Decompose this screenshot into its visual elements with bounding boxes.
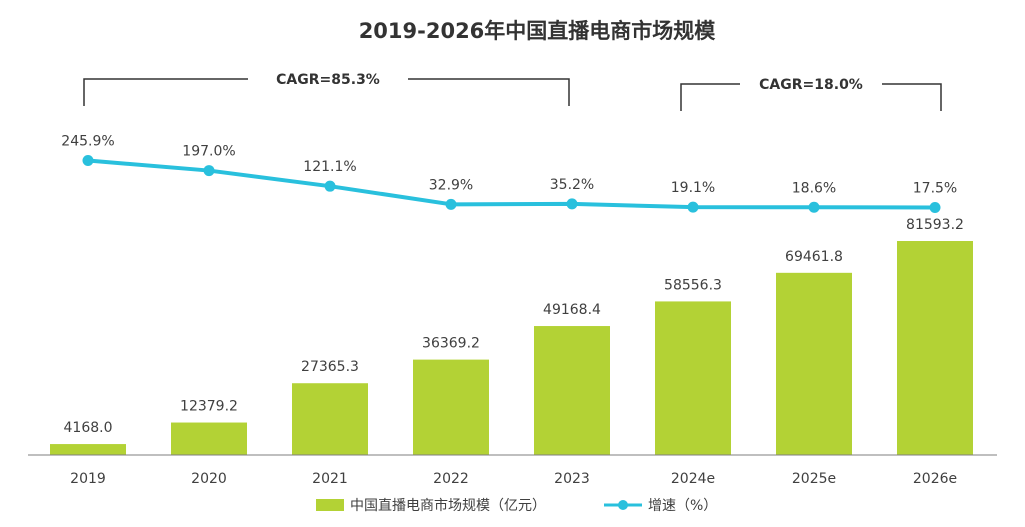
bar-series [50, 241, 973, 455]
legend-line-marker [618, 500, 628, 510]
growth-point-2023 [566, 198, 578, 210]
x-tick-2023: 2023 [554, 471, 590, 487]
growth-label-2022: 32.9% [429, 177, 473, 193]
cagr-label-2: CAGR=18.0% [759, 77, 863, 93]
growth-point-2020 [203, 165, 215, 177]
bar-label-2019: 4168.0 [64, 420, 113, 436]
growth-point-2026e [929, 202, 941, 213]
x-tick-2022: 2022 [433, 471, 469, 487]
bar-2021 [292, 383, 368, 455]
bar-2020 [171, 422, 247, 455]
x-tick-2021: 2021 [312, 471, 348, 487]
growth-label-2025e: 18.6% [792, 180, 836, 196]
bar-2023 [534, 326, 610, 455]
growth-value-labels: 245.9% 197.0% 121.1% 32.9% 35.2% 19.1% 18.6% 17… [61, 134, 957, 197]
growth-line [87, 158, 936, 210]
growth-point-2019 [82, 155, 94, 166]
cagr-annotations: CAGR=85.3% CAGR=18.0% [83, 72, 942, 111]
growth-label-2023: 35.2% [550, 177, 594, 193]
growth-label-2024e: 19.1% [671, 180, 715, 196]
growth-line-series [82, 155, 941, 213]
bar-2026e [897, 241, 973, 455]
legend-bar-label: 中国直播电商市场规模（亿元） [350, 497, 546, 514]
x-tick-2020: 2020 [191, 471, 227, 487]
legend: 中国直播电商市场规模（亿元） 增速（%） [316, 497, 717, 514]
chart-title: 2019-2026年中国直播电商市场规模 [359, 19, 717, 43]
bar-label-2025e: 69461.8 [785, 249, 843, 265]
growth-point-2024e [687, 201, 699, 213]
bar-2019 [50, 444, 126, 455]
x-tick-2025e: 2025e [792, 471, 836, 487]
bar-value-labels: 4168.0 12379.2 27365.3 36369.2 49168.4 58556.… [64, 217, 964, 436]
growth-label-2019: 245.9% [61, 134, 114, 150]
cagr-label-1: CAGR=85.3% [276, 72, 380, 88]
cagr-bracket-2 [680, 83, 942, 111]
bar-label-2020: 12379.2 [180, 399, 238, 415]
bar-label-2023: 49168.4 [543, 302, 601, 318]
x-tick-2024e: 2024e [671, 471, 715, 487]
growth-point-2022 [445, 198, 457, 210]
legend-line-label: 增速（%） [648, 498, 717, 514]
x-tick-labels: 2019 2020 2021 2022 2023 2024e 2025e 2026e [70, 471, 957, 487]
growth-label-2020: 197.0% [182, 144, 235, 160]
bar-2022 [413, 359, 489, 455]
bar-2024e [655, 301, 731, 455]
growth-label-2021: 121.1% [303, 159, 356, 175]
bar-label-2026e: 81593.2 [906, 217, 964, 233]
cagr-bracket-1 [83, 78, 570, 106]
x-tick-2019: 2019 [70, 471, 106, 487]
bar-2025e [776, 272, 852, 455]
bar-label-2022: 36369.2 [422, 336, 480, 352]
x-tick-2026e: 2026e [913, 471, 957, 487]
growth-point-2021 [324, 180, 336, 192]
growth-label-2026e: 17.5% [913, 181, 957, 197]
growth-point-2025e [808, 201, 820, 213]
bar-label-2024e: 58556.3 [664, 277, 722, 293]
legend-bar-swatch [316, 499, 344, 511]
bar-label-2021: 27365.3 [301, 359, 359, 375]
